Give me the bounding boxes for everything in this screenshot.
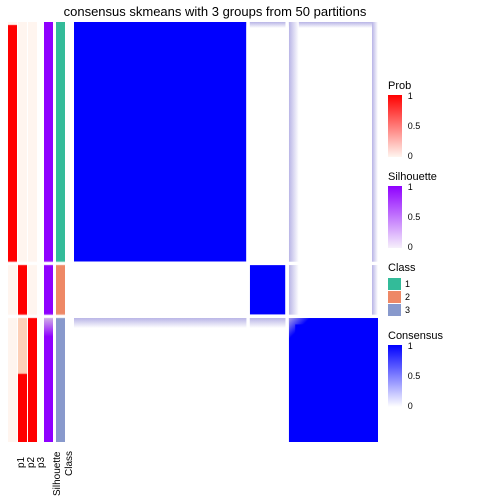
legend-class-item: 3 bbox=[388, 303, 498, 316]
legends: Prob 1 0.5 0 Silhouette 1 0.5 0 Class 1 2… bbox=[388, 80, 498, 421]
legend-silhouette: Silhouette 1 0.5 0 bbox=[388, 171, 498, 248]
legend-class-label: 2 bbox=[405, 292, 410, 302]
legend-class-item: 1 bbox=[388, 277, 498, 290]
legend-class-swatch bbox=[388, 278, 401, 290]
legend-prob-gradient bbox=[388, 95, 402, 157]
axis-label-silhouette: Silhouette bbox=[52, 452, 63, 496]
legend-silhouette-gradient bbox=[388, 186, 402, 248]
legend-class-label: 1 bbox=[405, 279, 410, 289]
legend-prob: Prob 1 0.5 0 bbox=[388, 80, 498, 157]
axis-labels: p1 p2 p3 Silhouette Class bbox=[8, 448, 378, 498]
plot-area bbox=[8, 22, 378, 442]
legend-consensus-gradient bbox=[388, 345, 402, 407]
anno-col-p3 bbox=[28, 22, 37, 442]
anno-col-p2 bbox=[18, 22, 27, 442]
consensus-heatmap bbox=[74, 22, 378, 442]
legend-class-swatch bbox=[388, 291, 401, 303]
legend-class-label: 3 bbox=[405, 305, 410, 315]
anno-col-p1 bbox=[8, 22, 17, 442]
legend-class-swatch bbox=[388, 304, 401, 316]
legend-class: Class 1 2 3 bbox=[388, 262, 498, 316]
axis-label-p3: p3 bbox=[36, 457, 47, 468]
plot-title: consensus skmeans with 3 groups from 50 … bbox=[50, 4, 380, 19]
legend-silhouette-title: Silhouette bbox=[388, 171, 498, 183]
legend-class-title: Class bbox=[388, 262, 498, 274]
anno-col-class bbox=[56, 22, 65, 442]
legend-consensus-title: Consensus bbox=[388, 330, 498, 342]
legend-class-item: 2 bbox=[388, 290, 498, 303]
legend-consensus: Consensus 1 0.5 0 bbox=[388, 330, 498, 407]
anno-col-silhouette bbox=[44, 22, 53, 442]
axis-label-class: Class bbox=[64, 451, 75, 476]
legend-prob-title: Prob bbox=[388, 80, 498, 92]
